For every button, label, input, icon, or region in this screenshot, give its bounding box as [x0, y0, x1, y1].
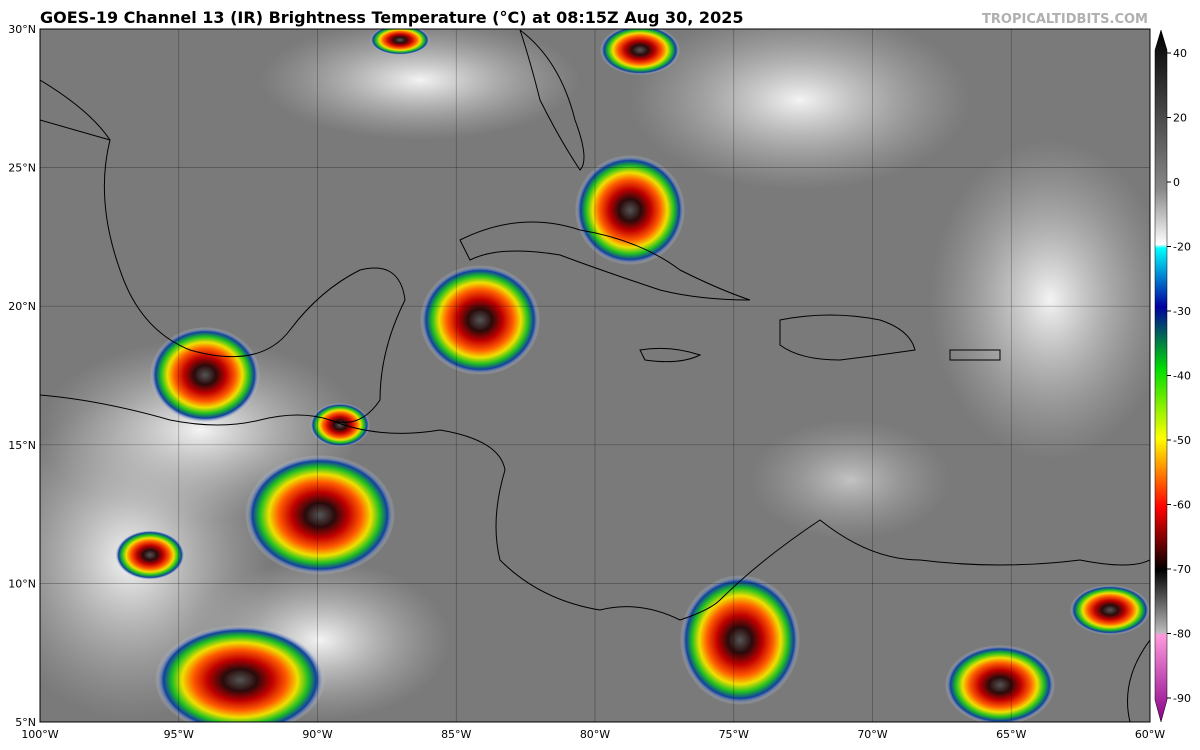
colorbar-label: -30: [1173, 305, 1191, 318]
colorbar-label: 0: [1173, 176, 1180, 189]
colorbar: [1154, 29, 1168, 723]
lon-label: 75°W: [719, 728, 749, 741]
lon-label: 60°W: [1135, 728, 1165, 741]
colorbar-label: -80: [1173, 628, 1191, 641]
graticule: [40, 29, 1150, 722]
labels: 100°W 95°W 90°W 85°W 80°W 75°W 70°W 65°W 60°W 30°…: [8, 23, 1191, 741]
colorbar-label: 20: [1173, 112, 1187, 125]
lon-label: 80°W: [580, 728, 610, 741]
credit: TROPICALTIDBITS.COM: [982, 12, 1148, 27]
lat-label: 5°N: [15, 716, 36, 729]
colorbar-label: -50: [1173, 434, 1191, 447]
imagery: [40, 29, 1150, 722]
colorbar-label: -40: [1173, 370, 1191, 383]
colorbar-label: 40: [1173, 47, 1187, 60]
lat-label: 25°N: [8, 162, 36, 175]
lat-label: 20°N: [8, 300, 36, 313]
lon-label: 65°W: [996, 728, 1026, 741]
colorbar-label: -70: [1173, 563, 1191, 576]
lat-label: 30°N: [8, 23, 36, 36]
lon-label: 100°W: [21, 728, 58, 741]
colorbar-label: -90: [1173, 692, 1191, 705]
colorbar-label: -60: [1173, 499, 1191, 512]
lon-label: 70°W: [857, 728, 887, 741]
lon-label: 90°W: [302, 728, 332, 741]
map-frame: [39, 28, 1151, 723]
lon-label: 85°W: [441, 728, 471, 741]
colorbar-label: -20: [1173, 241, 1191, 254]
title: GOES-19 Channel 13 (IR) Brightness Tempe…: [40, 8, 743, 27]
lat-label: 10°N: [8, 577, 36, 590]
lat-label: 15°N: [8, 439, 36, 452]
lon-label: 95°W: [164, 728, 194, 741]
